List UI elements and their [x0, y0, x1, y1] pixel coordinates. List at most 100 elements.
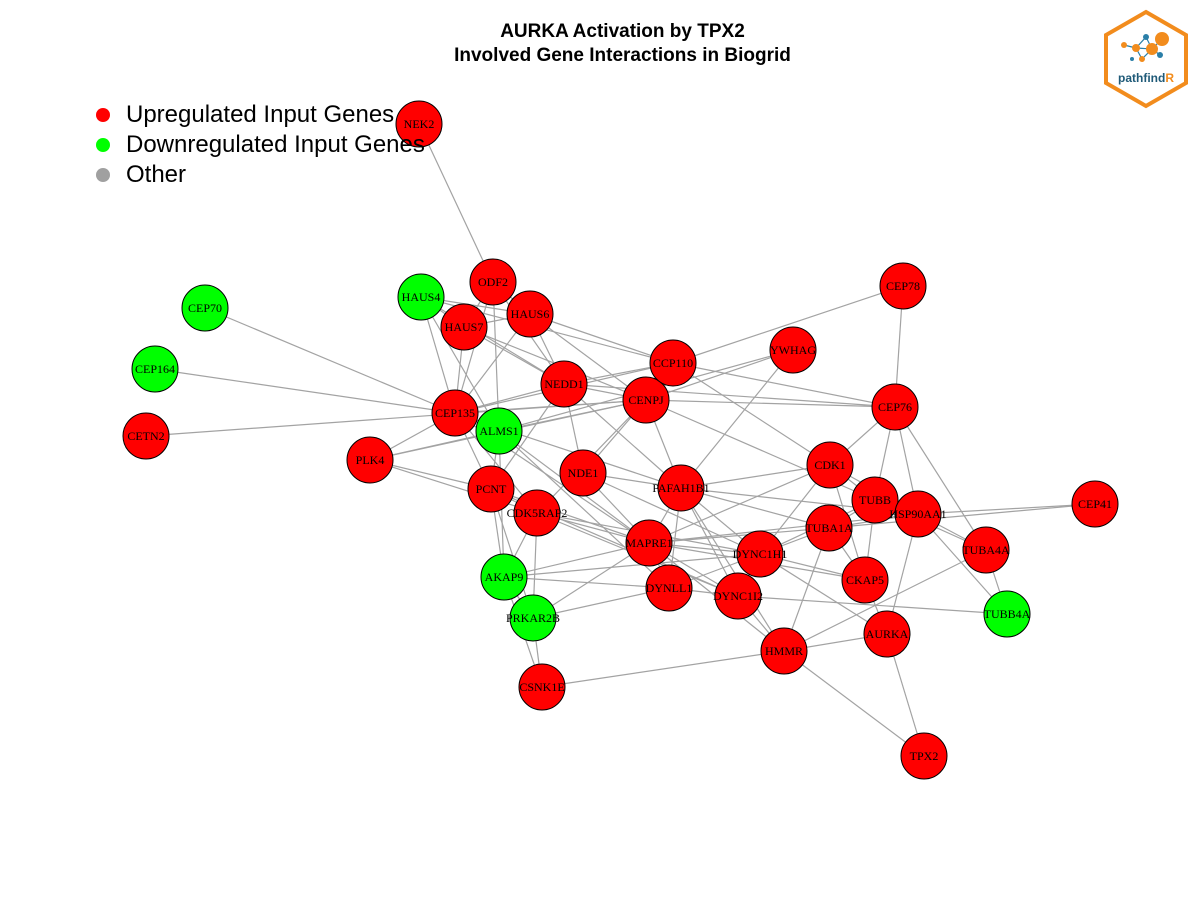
node-tubb4a[interactable]: TUBB4A: [983, 590, 1031, 638]
node-circle-ccp110[interactable]: [649, 339, 697, 387]
node-cep41[interactable]: CEP41: [1071, 480, 1119, 528]
node-circle-plk4[interactable]: [346, 436, 394, 484]
node-cep70[interactable]: CEP70: [181, 284, 229, 332]
node-cdk5rap2[interactable]: CDK5RAP2: [507, 489, 568, 537]
node-cenpj[interactable]: CENPJ: [622, 376, 670, 424]
node-circle-prkar2b[interactable]: [509, 594, 557, 642]
node-label-haus6: HAUS6: [511, 307, 550, 321]
node-nek2[interactable]: NEK2: [395, 100, 443, 148]
node-circle-alms1[interactable]: [475, 407, 523, 455]
node-circle-aurka[interactable]: [863, 610, 911, 658]
node-circle-odf2[interactable]: [469, 258, 517, 306]
node-circle-cep164[interactable]: [131, 345, 179, 393]
node-circle-nde1[interactable]: [559, 449, 607, 497]
edge-nedd1-cep76: [563, 383, 896, 408]
node-ckap5[interactable]: CKAP5: [841, 556, 889, 604]
legend-dot-down: [96, 138, 110, 152]
node-nde1[interactable]: NDE1: [559, 449, 607, 497]
node-circle-cep76[interactable]: [871, 383, 919, 431]
node-cep135[interactable]: CEP135: [431, 389, 479, 437]
node-circle-akap9[interactable]: [480, 553, 528, 601]
node-akap9[interactable]: AKAP9: [480, 553, 528, 601]
node-circle-cetn2[interactable]: [122, 412, 170, 460]
node-circle-dynll1[interactable]: [645, 564, 693, 612]
node-circle-cdk5rap2[interactable]: [513, 489, 561, 537]
node-circle-ckap5[interactable]: [841, 556, 889, 604]
node-circle-haus6[interactable]: [506, 290, 554, 338]
node-haus7[interactable]: HAUS7: [440, 303, 488, 351]
node-cetn2[interactable]: CETN2: [122, 412, 170, 460]
node-pafah1b1[interactable]: PAFAH1B1: [652, 464, 710, 512]
node-circle-pafah1b1[interactable]: [657, 464, 705, 512]
node-label-pcnt: PCNT: [476, 482, 507, 496]
node-ywhag[interactable]: YWHAG: [769, 326, 817, 374]
logo-hexagon-icon: [1104, 9, 1188, 109]
legend-dot-up: [96, 108, 110, 122]
edge-mapre1-akap9: [503, 542, 650, 578]
nodes-layer: NEK2 ODF2 HAUS4 HAUS6 HAUS7 CEP70 CEP164 CETN2 C…: [122, 100, 1119, 780]
node-circle-pcnt[interactable]: [467, 465, 515, 513]
node-circle-tubb4a[interactable]: [983, 590, 1031, 638]
node-tuba1a[interactable]: TUBA1A: [805, 504, 853, 552]
node-mapre1[interactable]: MAPRE1: [625, 519, 673, 567]
node-alms1[interactable]: ALMS1: [475, 407, 523, 455]
node-label-ywhag: YWHAG: [770, 343, 816, 357]
node-plk4[interactable]: PLK4: [346, 436, 394, 484]
legend-label-down: Downregulated Input Genes: [126, 131, 425, 158]
edge-cep164-cep135: [154, 368, 456, 414]
node-circle-cdk1[interactable]: [806, 441, 854, 489]
node-dync1i2[interactable]: DYNC1I2: [713, 572, 763, 620]
node-ccp110[interactable]: CCP110: [649, 339, 697, 387]
node-circle-csnk1e[interactable]: [518, 663, 566, 711]
node-odf2[interactable]: ODF2: [469, 258, 517, 306]
node-label-alms1: ALMS1: [479, 424, 518, 438]
node-nedd1[interactable]: NEDD1: [540, 360, 588, 408]
node-label-pafah1b1: PAFAH1B1: [652, 481, 709, 495]
node-circle-mapre1[interactable]: [625, 519, 673, 567]
node-circle-cep70[interactable]: [181, 284, 229, 332]
node-circle-hmmr[interactable]: [760, 627, 808, 675]
node-circle-nek2[interactable]: [395, 100, 443, 148]
node-circle-haus4[interactable]: [397, 273, 445, 321]
node-circle-tpx2[interactable]: [900, 732, 948, 780]
node-circle-cep78[interactable]: [879, 262, 927, 310]
node-circle-ywhag[interactable]: [769, 326, 817, 374]
node-prkar2b[interactable]: PRKAR2B: [506, 594, 560, 642]
node-dync1h1[interactable]: DYNC1H1: [733, 530, 788, 578]
node-label-haus7: HAUS7: [445, 320, 484, 334]
node-label-dynll1: DYNLL1: [646, 581, 693, 595]
node-circle-hsp90aa1[interactable]: [894, 490, 942, 538]
node-circle-tuba4a[interactable]: [962, 526, 1010, 574]
node-dynll1[interactable]: DYNLL1: [645, 564, 693, 612]
edge-tuba1a-mapre1: [648, 527, 830, 544]
node-aurka[interactable]: AURKA: [863, 610, 911, 658]
node-cep78[interactable]: CEP78: [879, 262, 927, 310]
node-circle-dync1i2[interactable]: [714, 572, 762, 620]
node-circle-tuba1a[interactable]: [805, 504, 853, 552]
node-label-cep70: CEP70: [188, 301, 222, 315]
node-tuba4a[interactable]: TUBA4A: [962, 526, 1010, 574]
node-pcnt[interactable]: PCNT: [467, 465, 515, 513]
node-cep164[interactable]: CEP164: [131, 345, 179, 393]
node-cep76[interactable]: CEP76: [871, 383, 919, 431]
edge-cenpj-ywhag: [645, 349, 794, 401]
node-tpx2[interactable]: TPX2: [900, 732, 948, 780]
node-circle-nedd1[interactable]: [540, 360, 588, 408]
node-hmmr[interactable]: HMMR: [760, 627, 808, 675]
edge-cep135-cenpj: [454, 399, 647, 414]
node-circle-haus7[interactable]: [440, 303, 488, 351]
edge-cep76-tuba4a: [894, 406, 987, 551]
node-circle-cenpj[interactable]: [622, 376, 670, 424]
node-hsp90aa1[interactable]: HSP90AA1: [889, 490, 947, 538]
edge-nedd1-pafah1b1: [563, 383, 682, 489]
node-haus4[interactable]: HAUS4: [397, 273, 445, 321]
node-circle-cep135[interactable]: [431, 389, 479, 437]
node-tubb[interactable]: TUBB: [851, 476, 899, 524]
node-circle-cep41[interactable]: [1071, 480, 1119, 528]
node-cdk1[interactable]: CDK1: [806, 441, 854, 489]
node-csnk1e[interactable]: CSNK1E: [518, 663, 566, 711]
node-circle-tubb[interactable]: [851, 476, 899, 524]
edge-tuba1a-cep41: [828, 503, 1096, 529]
node-haus6[interactable]: HAUS6: [506, 290, 554, 338]
node-circle-dync1h1[interactable]: [736, 530, 784, 578]
